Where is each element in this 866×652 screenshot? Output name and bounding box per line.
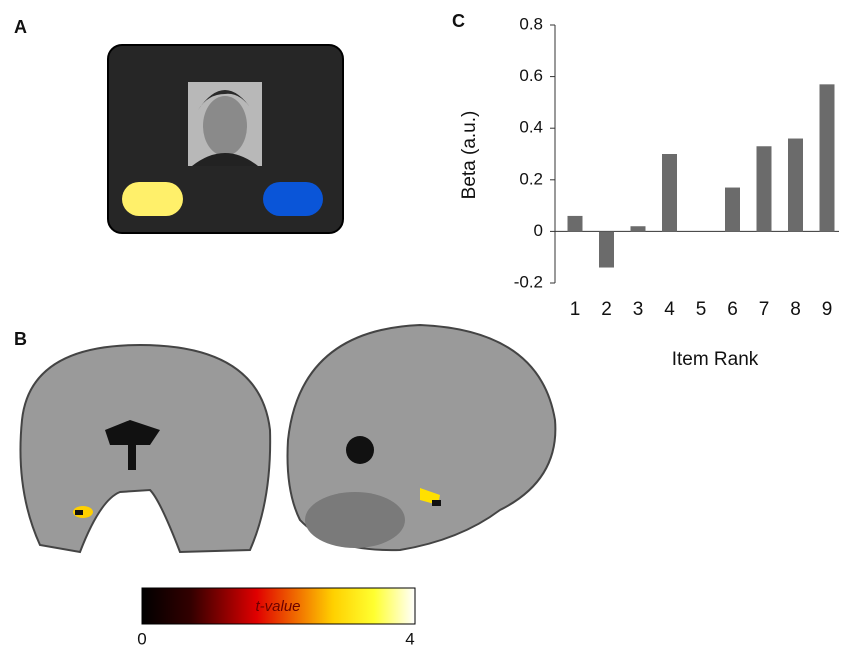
x-tick-label: 8 [790,299,801,320]
bar [756,146,772,232]
y-tick-label: 0.2 [519,169,543,188]
x-tick-label: 1 [570,299,581,320]
y-tick-label: 0.4 [519,118,543,137]
colorbar: t-value 0 4 [137,587,416,648]
colorbar-tick-label: 0 [137,629,146,648]
bar [725,187,740,232]
brain-slices [19,323,557,554]
x-tick-label: 9 [822,299,833,320]
x-axis-label: Item Rank [672,349,759,370]
bar [599,231,614,268]
bar [567,215,583,232]
x-tick-label: 2 [601,299,612,320]
task-screen [107,44,344,234]
x-tick-label: 7 [759,299,770,320]
panel-label: C [452,11,465,31]
x-tick-label: 3 [633,299,644,320]
panel-label: B [14,329,27,349]
bar [788,138,803,232]
bar [662,154,677,232]
colorbar-tick-label: 4 [405,629,414,648]
y-tick-label: -0.2 [514,272,543,291]
bar [630,226,646,232]
y-axis-label: Beta (a.u.) [459,111,480,200]
x-tick-label: 4 [664,299,675,320]
y-tick-label: 0.6 [519,66,543,85]
colorbar-label: t-value [255,598,300,615]
bar [819,84,835,232]
y-tick-label: 0 [534,221,543,240]
x-tick-label: 6 [727,299,738,320]
y-tick-label: 0.8 [519,14,543,33]
x-tick-label: 5 [696,299,707,320]
panel-label: A [14,17,27,37]
